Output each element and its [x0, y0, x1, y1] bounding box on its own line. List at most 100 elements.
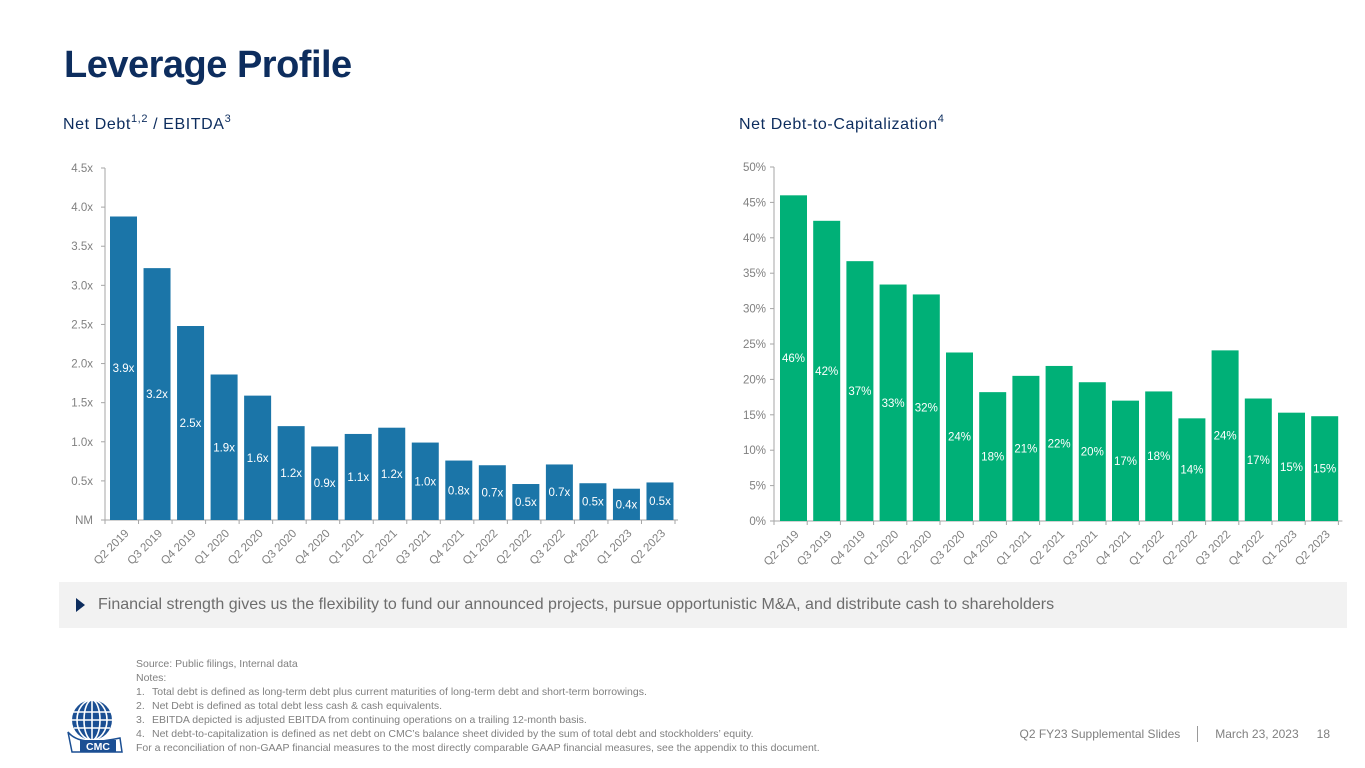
data-label: 1.1x [347, 472, 369, 484]
logo-text: CMC [86, 741, 110, 753]
y-tick-label: 4.0x [71, 202, 93, 214]
x-tick-label: Q4 2021 [427, 528, 467, 568]
chart-title-mid: / EBITDA [148, 116, 225, 133]
x-tick-label: Q3 2021 [1061, 529, 1101, 569]
x-tick-label: Q2 2020 [895, 529, 935, 569]
bar [110, 216, 137, 520]
x-tick-label: Q1 2022 [461, 528, 501, 568]
note-item: 2. Net Debt is defined as total debt less… [136, 699, 820, 713]
bar [1178, 418, 1206, 521]
globe-icon [72, 699, 112, 741]
x-tick-label: Q2 2021 [1028, 529, 1068, 569]
x-tick-label: Q3 2019 [125, 528, 165, 568]
bar [1211, 350, 1239, 521]
data-label: 22% [1048, 438, 1071, 450]
data-label: 24% [948, 432, 971, 444]
x-tick-label: Q4 2022 [561, 528, 601, 568]
bar [780, 195, 807, 521]
data-label: 0.5x [515, 497, 537, 509]
deck-name: Q2 FY23 Supplemental Slides [1019, 727, 1181, 741]
data-label: 37% [848, 386, 871, 398]
y-tick-label: 1.5x [71, 398, 93, 410]
data-label: 33% [882, 398, 905, 410]
bar [344, 433, 372, 520]
bar [612, 488, 640, 520]
bar [244, 395, 272, 520]
data-label: 0.9x [314, 478, 336, 490]
x-tick-label: Q3 2020 [260, 528, 300, 568]
x-tick-label: Q1 2021 [327, 528, 367, 568]
note-number: 4. [136, 728, 145, 740]
data-label: 1.2x [381, 469, 403, 481]
note-text: Total debt is defined as long-term debt … [152, 686, 647, 698]
x-tick-label: Q3 2021 [394, 528, 434, 568]
x-tick-label: Q2 2021 [360, 528, 400, 568]
y-tick-label: NM [75, 515, 93, 527]
bar [210, 374, 238, 520]
data-label: 3.9x [113, 363, 135, 375]
data-label: 0.7x [549, 487, 571, 499]
slide-footer: Q2 FY23 Supplemental Slides March 23, 20… [1019, 726, 1330, 742]
notes-heading: Notes: [136, 672, 167, 684]
data-label: 18% [1147, 451, 1170, 463]
data-label: 15% [1313, 464, 1336, 476]
data-label: 21% [1014, 443, 1037, 455]
bar [277, 426, 305, 520]
y-tick-label: 4.5x [71, 163, 93, 175]
x-tick-label: Q3 2022 [1194, 529, 1234, 569]
y-tick-label: 40% [743, 233, 766, 245]
note-item: 4. Net debt-to-capitalization is defined … [136, 727, 820, 741]
bar [879, 284, 907, 521]
y-tick-label: 35% [743, 268, 766, 280]
x-tick-label: Q3 2022 [528, 528, 568, 568]
data-label: 0.5x [649, 496, 671, 508]
data-label: 1.0x [414, 476, 436, 488]
x-tick-label: Q1 2020 [862, 529, 902, 569]
data-label: 17% [1114, 456, 1137, 468]
bar [512, 484, 540, 520]
y-tick-label: 0% [749, 516, 766, 528]
bar [1112, 400, 1139, 521]
data-label: 14% [1180, 465, 1203, 477]
reconciliation-note: For a reconciliation of non-GAAP financi… [136, 742, 820, 754]
note-text: Net Debt is defined as total debt less c… [152, 700, 443, 712]
y-tick-label: 0.5x [71, 476, 93, 488]
footnote-ref: 1,2 [130, 113, 149, 125]
footnotes: Source: Public filings, Internal data No… [136, 657, 820, 755]
bar [1311, 416, 1339, 521]
x-tick-label: Q4 2021 [1094, 529, 1134, 569]
chart-title-main: Net Debt-to-Capitalization [739, 116, 938, 133]
cmc-logo: CMC [67, 699, 123, 753]
x-tick-label: Q2 2023 [628, 528, 668, 568]
data-label: 1.9x [213, 442, 235, 454]
bar [311, 446, 339, 520]
y-tick-label: 2.5x [71, 319, 93, 331]
data-label: 20% [1081, 447, 1104, 459]
page-number: 18 [1316, 727, 1330, 741]
source-line: Source: Public filings, Internal data [136, 658, 298, 670]
x-tick-label: Q1 2023 [1260, 529, 1300, 569]
note-item: 1. Total debt is defined as long-term deb… [136, 685, 820, 699]
x-tick-label: Q3 2019 [795, 529, 835, 569]
data-label: 0.4x [616, 499, 638, 511]
bar [478, 465, 506, 520]
bar [646, 482, 674, 520]
data-label: 0.7x [481, 488, 503, 500]
bar [378, 427, 406, 520]
y-tick-label: 15% [743, 410, 766, 422]
y-tick-label: 50% [743, 162, 766, 174]
bar [143, 268, 171, 520]
x-tick-label: Q4 2020 [293, 528, 333, 568]
x-tick-label: Q1 2020 [193, 528, 233, 568]
y-tick-label: 3.0x [71, 280, 93, 292]
data-label: 15% [1280, 462, 1303, 474]
x-tick-label: Q4 2019 [828, 529, 868, 569]
footnote-ref: 3 [224, 113, 232, 125]
x-tick-label: Q2 2023 [1293, 529, 1333, 569]
chart-title-main: Net Debt [63, 116, 131, 133]
data-label: 2.5x [180, 418, 202, 430]
bar [979, 392, 1007, 521]
note-number: 1. [136, 686, 145, 698]
data-label: 24% [1214, 431, 1237, 443]
